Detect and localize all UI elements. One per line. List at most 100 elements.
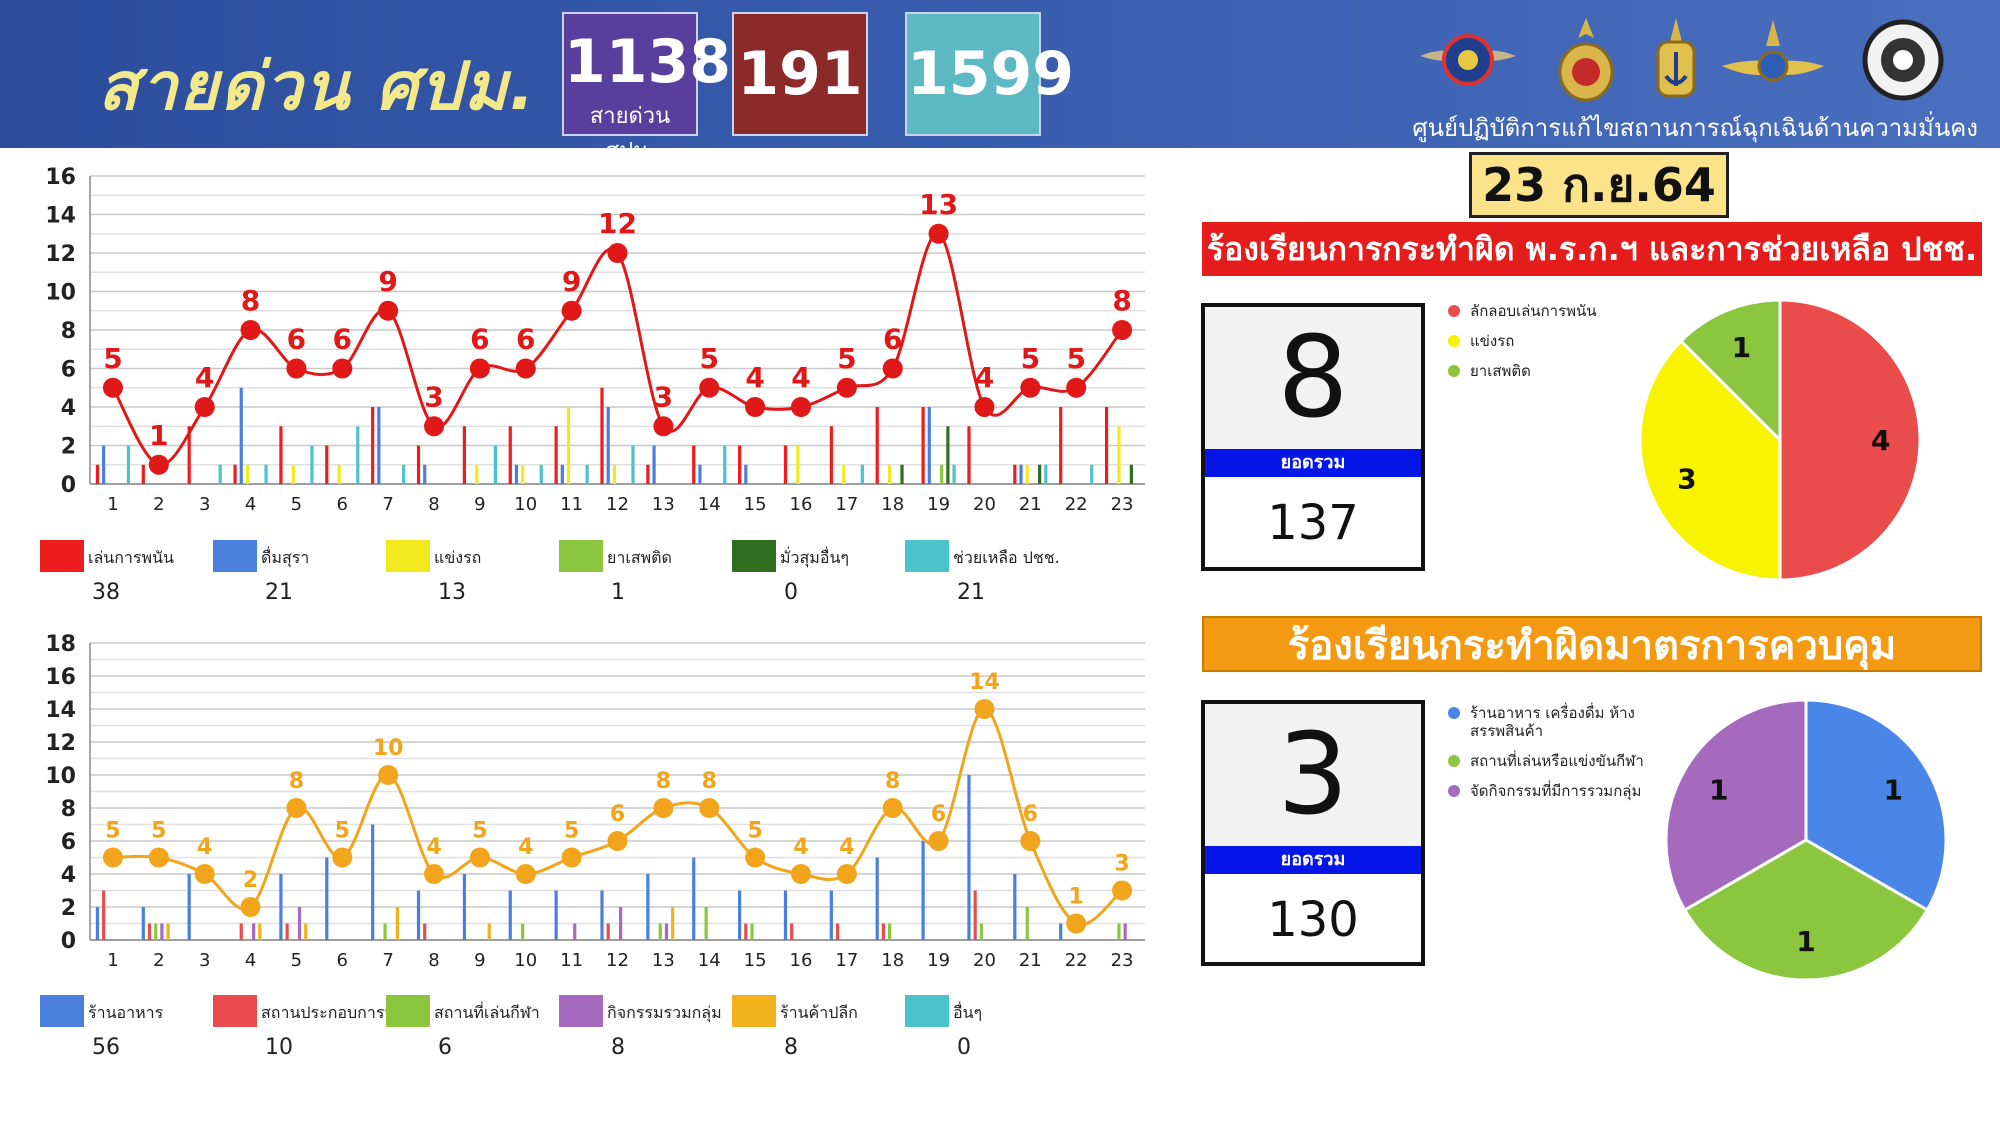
chart2-bar	[921, 841, 925, 940]
chart2-bar	[154, 923, 158, 940]
chart1-x-tick: 16	[790, 494, 813, 515]
chart2-y-tick: 2	[61, 896, 76, 921]
chart1-data-label: 5	[837, 342, 856, 375]
chart2-data-label: 4	[426, 835, 441, 860]
navy-emblem-icon	[1656, 18, 1696, 98]
chart1-bar	[1025, 464, 1029, 484]
chart2-bar	[187, 874, 191, 940]
chart2-point	[607, 831, 628, 851]
chart2-bar	[704, 907, 708, 940]
chart2-legend-label: อื่นๆ	[953, 1003, 983, 1022]
chart2-bar	[383, 923, 387, 940]
complaints-total-label: ยอดรวม	[1205, 449, 1421, 477]
chart1-legend-count: 1	[611, 580, 625, 605]
chart1-data-label: 4	[745, 361, 764, 394]
pie1-slice-label: 3	[1677, 463, 1696, 496]
chart1-bar	[310, 445, 314, 484]
chart2-legend-label: สถานที่เล่นกีฬา	[434, 1003, 540, 1022]
chart2-data-label: 5	[105, 819, 120, 844]
chart2-legend-count: 8	[784, 1035, 798, 1060]
chart1-legend-count: 21	[957, 580, 985, 605]
chart1-legend-item: ยาเสพติด 1	[559, 540, 729, 610]
chart2-bar	[371, 824, 375, 940]
chart2-bar	[1025, 907, 1029, 940]
chart1-y-tick: 4	[61, 396, 76, 421]
chart1-point	[515, 358, 536, 379]
chart1-x-tick: 20	[973, 494, 996, 515]
chart2-bar	[606, 923, 610, 940]
chart1-point	[240, 320, 261, 340]
air-force-emblem-icon	[1722, 20, 1824, 82]
chart2-x-tick: 1	[107, 950, 118, 970]
pie2-slice-label: 1	[1884, 774, 1903, 807]
hotline-191: 191	[732, 12, 868, 136]
chart1-legend-swatch	[40, 540, 84, 572]
chart2-legend-item: สถานประกอบการฯ 10	[213, 995, 393, 1065]
chart2-point	[469, 847, 490, 868]
chart1-x-tick: 22	[1065, 494, 1088, 515]
chart2-bar	[102, 890, 106, 940]
pie1-legend-item: ลักลอบเล่นการพนัน	[1448, 302, 1648, 320]
chart1-data-label: 13	[919, 188, 958, 221]
chart2-bar	[258, 923, 262, 940]
complaints-banner: ร้องเรียนการกระทำผิด พ.ร.ก.ฯ และการช่วยเ…	[1202, 222, 1982, 276]
chart2-legend-swatch	[40, 995, 84, 1027]
control-measures-total-label: ยอดรวม	[1205, 846, 1421, 874]
chart1-bar	[337, 464, 341, 484]
pie2-slice	[1664, 698, 1808, 913]
chart1-legend-item: แข่งรถ 13	[386, 540, 556, 610]
chart2-legend-swatch	[213, 995, 257, 1027]
chart2-x-tick: 16	[790, 950, 813, 970]
chart2-bar	[967, 775, 971, 940]
chart1-point	[424, 416, 445, 437]
chart1-data-label: 6	[516, 323, 535, 356]
chart2-legend-count: 0	[957, 1035, 971, 1060]
chart1-x-tick: 1	[107, 494, 118, 515]
chart1-bar	[646, 464, 650, 484]
chart2-legend-label: กิจกรรมรวมกลุ่ม	[607, 1003, 722, 1022]
chart1-bar	[554, 426, 558, 484]
chart1-legend-item: ช่วยเหลือ ปชช. 21	[905, 540, 1075, 610]
chart1-bar	[744, 464, 748, 484]
chart1-bar	[1059, 407, 1063, 484]
chart1-point	[1112, 320, 1133, 340]
control-measures-pie-legend: ร้านอาหาร เครื่องดื่ม ห้างสรรพสินค้า สถาน…	[1448, 704, 1668, 812]
header-caption: ศูนย์ปฏิบัติการแก้ไขสถานการณ์ฉุกเฉินด้าน…	[1412, 114, 1978, 142]
chart2-legend-count: 6	[438, 1035, 452, 1060]
hotline-191-number: 191	[737, 39, 863, 109]
pie1-legend-label: ยาเสพติด	[1470, 362, 1531, 380]
complaints-pie-legend: ลักลอบเล่นการพนัน แข่งรถ ยาเสพติด	[1448, 302, 1648, 392]
chart1-data-label: 6	[287, 323, 306, 356]
chart1-point	[928, 223, 949, 244]
chart2-data-label: 4	[839, 835, 854, 860]
chart2-bar	[297, 907, 302, 940]
chart2-data-label: 2	[243, 868, 258, 893]
chart1-legend-label: มั่วสุมอื่นๆ	[780, 548, 849, 567]
complaints-today-count: 8	[1205, 307, 1421, 449]
chart1-bar	[888, 464, 892, 484]
chart1-bar	[402, 464, 406, 484]
chart2-data-label: 14	[969, 670, 1000, 695]
pie1-legend-dot	[1448, 335, 1460, 347]
chart2-bar	[600, 890, 604, 940]
chart2-bar	[1013, 874, 1017, 940]
agency-emblems	[1418, 8, 1978, 108]
chart1-legend-label: แข่งรถ	[434, 548, 482, 567]
chart1-x-tick: 10	[514, 494, 537, 515]
pie2-legend-label: ร้านอาหาร เครื่องดื่ม ห้างสรรพสินค้า	[1470, 704, 1635, 740]
chart1-x-tick: 7	[382, 494, 393, 515]
chart2-bar	[423, 923, 427, 940]
chart1-bar	[423, 464, 427, 484]
chart1-legend-label: เล่นการพนัน	[88, 548, 174, 567]
chart2-bar	[1117, 923, 1121, 940]
pie1-slice-label: 1	[1732, 331, 1751, 364]
chart2-legend-label: ร้านอาหาร	[88, 1003, 164, 1022]
chart2-bar	[95, 907, 100, 940]
chart1-bar	[927, 407, 931, 484]
control-measures-banner: ร้องเรียนกระทำผิดมาตรการควบคุม	[1202, 616, 1982, 672]
chart2-x-tick: 10	[514, 950, 537, 970]
chart2-point	[790, 864, 811, 884]
chart1-x-tick: 17	[835, 494, 858, 515]
chart2-data-label: 3	[1114, 852, 1129, 877]
